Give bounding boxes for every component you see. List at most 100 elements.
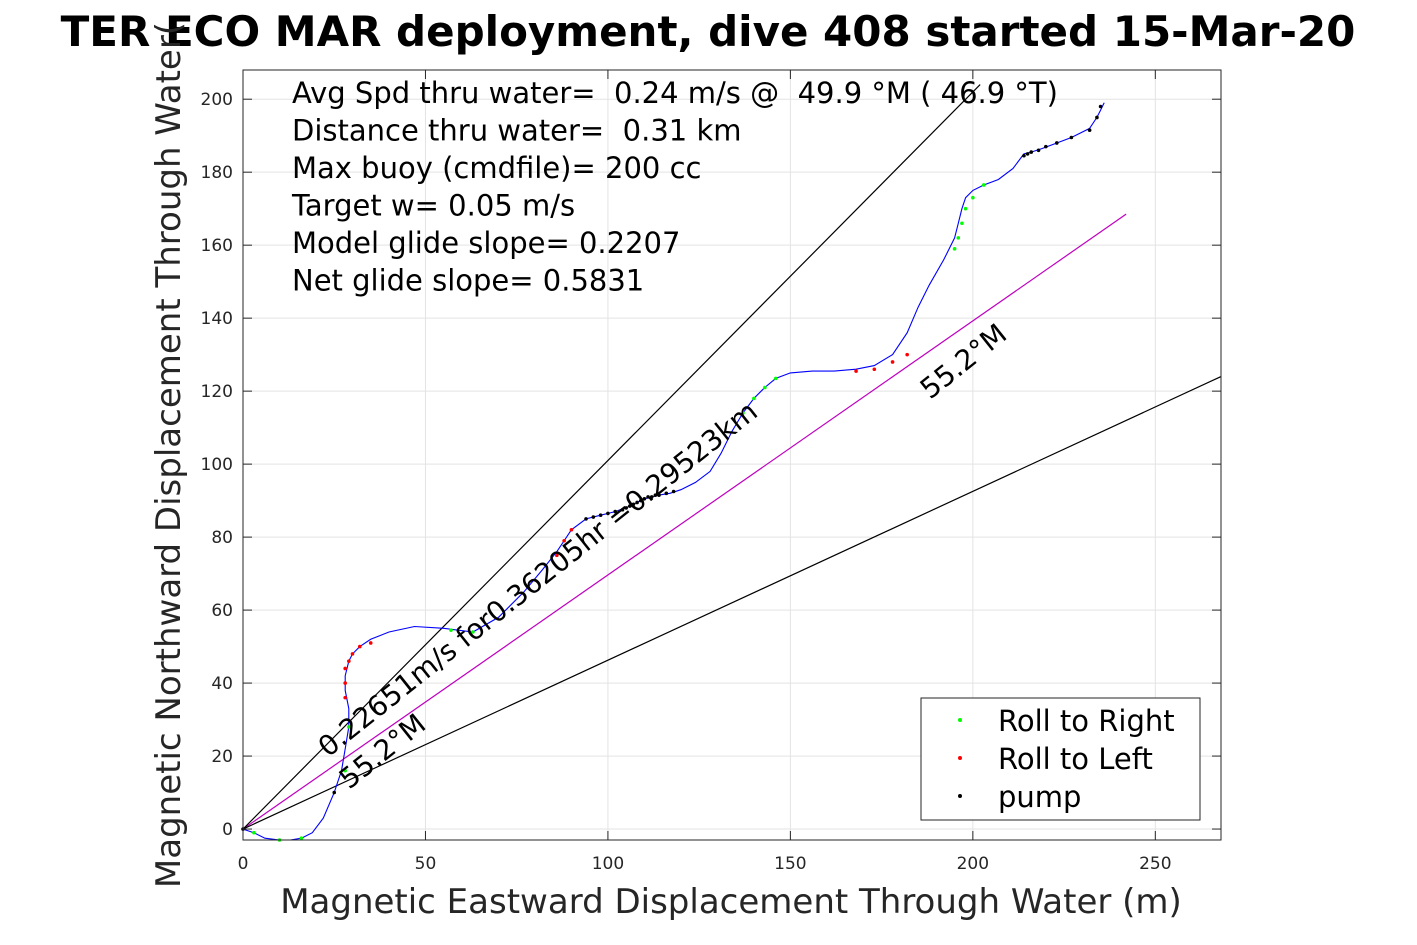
marker-roll-to-right bbox=[252, 830, 256, 835]
marker-roll-to-right bbox=[763, 385, 767, 390]
marker-roll-to-left bbox=[347, 659, 351, 663]
legend-box bbox=[920, 697, 1201, 821]
marker-roll-to-left bbox=[905, 352, 909, 357]
info-line: Net glide slope= 0.5831 bbox=[292, 264, 644, 298]
info-line: Distance thru water= 0.31 km bbox=[292, 114, 742, 148]
y-tick-label: 20 bbox=[211, 747, 233, 767]
legend-marker bbox=[958, 794, 962, 798]
info-box: Avg Spd thru water= 0.24 m/s @ 49.9 °M (… bbox=[291, 76, 1058, 298]
marker-roll-to-left bbox=[368, 641, 373, 645]
marker-roll-to-left bbox=[890, 360, 895, 364]
marker-pump bbox=[584, 517, 588, 521]
x-tick-label: 0 bbox=[238, 854, 249, 874]
marker-pump bbox=[1098, 104, 1103, 109]
marker-pump bbox=[606, 511, 610, 516]
marker-roll-to-right bbox=[963, 206, 968, 211]
y-tick-label: 40 bbox=[211, 674, 233, 694]
marker-roll-to-right bbox=[952, 247, 957, 251]
x-axis-label: Magnetic Eastward Displacement Through W… bbox=[280, 882, 1182, 922]
marker-pump bbox=[653, 493, 658, 497]
marker-roll-to-right bbox=[971, 195, 975, 200]
info-line: Max buoy (cmdfile)= 200 cc bbox=[292, 151, 701, 185]
marker-roll-to-left bbox=[350, 652, 355, 656]
marker-pump bbox=[628, 504, 632, 508]
y-axis-label: Magnetic Northward Displacement Through … bbox=[149, 22, 189, 888]
marker-pump bbox=[649, 495, 654, 499]
marker-roll-to-right bbox=[471, 630, 475, 634]
x-tick-label: 100 bbox=[592, 854, 624, 874]
ticks: 0 50 100 150 200 250 0 20 40 60 80 100 120 140 160 180 2… bbox=[201, 70, 1221, 874]
marker-roll-to-left bbox=[343, 681, 347, 685]
marker-pump bbox=[1044, 144, 1048, 149]
info-line: Model glide slope= 0.2207 bbox=[292, 226, 680, 260]
marker-pump bbox=[1029, 150, 1034, 154]
chart-title: TER ECO MAR deployment, dive 408 started… bbox=[61, 7, 1356, 56]
marker-pump bbox=[620, 507, 625, 512]
marker-roll-to-right bbox=[773, 376, 778, 381]
marker-pump bbox=[646, 495, 650, 499]
reference-line-envelope-upper bbox=[243, 84, 981, 830]
marker-roll-to-left bbox=[569, 528, 574, 532]
marker-roll-to-right bbox=[752, 396, 756, 401]
marker-pump bbox=[671, 489, 676, 494]
marker-pump bbox=[642, 496, 647, 501]
info-line: Avg Spd thru water= 0.24 m/s @ 49.9 °M (… bbox=[292, 76, 1058, 110]
marker-pump bbox=[635, 500, 639, 505]
y-tick-label: 140 bbox=[201, 309, 233, 329]
y-tick-label: 0 bbox=[222, 820, 233, 840]
marker-pump bbox=[332, 790, 337, 795]
marker-pump bbox=[1025, 152, 1030, 156]
marker-roll-to-left bbox=[562, 538, 566, 543]
x-tick-label: 200 bbox=[957, 854, 989, 874]
marker-roll-to-left bbox=[357, 644, 362, 649]
x-tick-label: 50 bbox=[415, 854, 437, 874]
marker-pump bbox=[1036, 148, 1041, 153]
marker-roll-to-left bbox=[854, 369, 858, 373]
marker-roll-to-right bbox=[343, 768, 347, 773]
marker-roll-to-right bbox=[960, 221, 964, 226]
y-tick-label: 60 bbox=[211, 601, 233, 621]
marker-roll-to-left bbox=[555, 553, 559, 558]
legend-marker bbox=[958, 756, 962, 760]
marker-roll-to-right bbox=[347, 725, 351, 729]
marker-roll-to-right bbox=[981, 183, 986, 187]
y-tick-label: 120 bbox=[201, 382, 233, 402]
marker-pump bbox=[598, 513, 603, 518]
marker-roll-to-left bbox=[343, 695, 347, 700]
legend: Roll to Right Roll to Left pump bbox=[920, 697, 1201, 821]
y-tick-label: 180 bbox=[201, 163, 233, 183]
marker-pump bbox=[1054, 141, 1059, 145]
y-tick-label: 200 bbox=[201, 90, 233, 110]
marker-pump bbox=[1022, 153, 1026, 158]
y-tick-label: 80 bbox=[211, 528, 233, 548]
info-line: Target w= 0.05 m/s bbox=[291, 189, 575, 223]
legend-label: Roll to Left bbox=[998, 742, 1153, 776]
legend-marker bbox=[958, 718, 962, 722]
y-tick-label: 100 bbox=[201, 455, 233, 475]
marker-roll-to-left bbox=[343, 666, 347, 671]
y-tick-label: 160 bbox=[201, 236, 233, 256]
x-tick-label: 150 bbox=[774, 854, 806, 874]
legend-label: Roll to Right bbox=[998, 704, 1175, 738]
marker-pump bbox=[1087, 128, 1092, 133]
axes-box bbox=[242, 69, 1222, 841]
x-tick-label: 250 bbox=[1139, 854, 1171, 874]
track-series bbox=[242, 102, 1105, 841]
legend-label: pump bbox=[998, 780, 1081, 814]
marker-roll-to-right bbox=[956, 236, 961, 240]
marker-pump bbox=[638, 498, 643, 503]
marker-pump bbox=[1069, 135, 1074, 140]
marker-roll-to-right bbox=[299, 836, 304, 840]
marker-pump bbox=[591, 515, 596, 519]
marker-pump bbox=[664, 491, 669, 496]
marker-pump bbox=[613, 509, 618, 514]
track-line bbox=[242, 102, 1105, 841]
grid bbox=[242, 70, 1221, 840]
marker-pump bbox=[657, 493, 661, 497]
marker-pump bbox=[1095, 115, 1099, 120]
marker-roll-to-left bbox=[872, 367, 877, 372]
markers bbox=[241, 104, 1103, 842]
reference-lines bbox=[243, 84, 1221, 830]
reference-line-heading bbox=[243, 213, 1127, 830]
